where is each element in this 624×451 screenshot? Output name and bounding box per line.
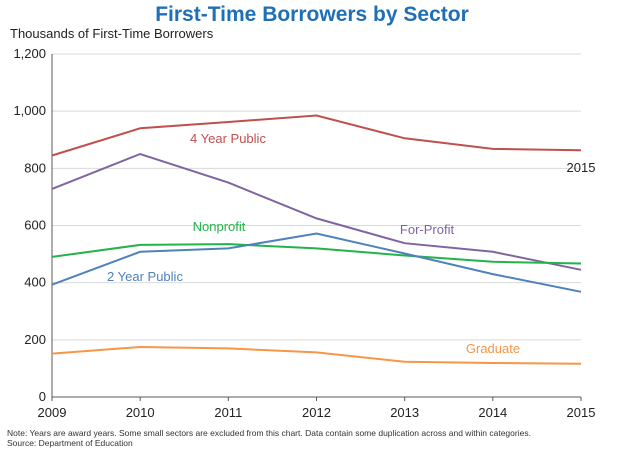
series-line-nonprofit	[51, 243, 582, 265]
series-lines	[51, 114, 582, 365]
chart-footnote: Note: Years are award years. Some small …	[7, 428, 619, 448]
chart-title: First-Time Borrowers by Sector	[155, 3, 469, 26]
y-tick-label: 0	[39, 389, 46, 404]
series-line-graduate	[51, 345, 582, 365]
x-tick-labels: 2009 2010 2011 2012 2013 2014 2015	[38, 397, 596, 420]
y-tick-label: 200	[24, 332, 46, 347]
y-tick-label: 1,000	[13, 103, 46, 118]
y-tick-labels: 0 200 400 600 800 1,000 1,200	[13, 46, 46, 404]
series-labels: 4 Year Public For-Profit Nonprofit 2 Year P…	[107, 131, 595, 356]
x-tick-label: 2013	[390, 405, 419, 420]
series-label: 2 Year Public	[107, 269, 183, 284]
x-tick-label: 2015	[567, 405, 596, 420]
y-axis-label: Thousands of First-Time Borrowers	[10, 26, 214, 41]
x-tick-label: 2014	[478, 405, 507, 420]
series-line-4-year-public	[51, 114, 582, 157]
series-label: Graduate	[466, 341, 520, 356]
series-line-for-profit	[51, 152, 582, 271]
series-label: 4 Year Public	[190, 131, 266, 146]
year-annotation: 2015	[567, 160, 596, 175]
source-text: Source: Department of Education	[7, 438, 133, 448]
x-tick-label: 2010	[126, 405, 155, 420]
x-tick-label: 2011	[214, 405, 242, 420]
series-label: Nonprofit	[193, 219, 246, 234]
note-text: Note: Years are award years. Some small …	[7, 428, 531, 438]
y-tick-label: 400	[24, 275, 46, 290]
x-tick-label: 2012	[302, 405, 331, 420]
y-tick-label: 600	[24, 218, 46, 233]
series-line-2-year-public	[51, 232, 582, 293]
y-tick-label: 1,200	[13, 46, 46, 61]
series-label: For-Profit	[400, 222, 455, 237]
y-tick-label: 800	[24, 160, 46, 175]
x-tick-label: 2009	[38, 405, 67, 420]
